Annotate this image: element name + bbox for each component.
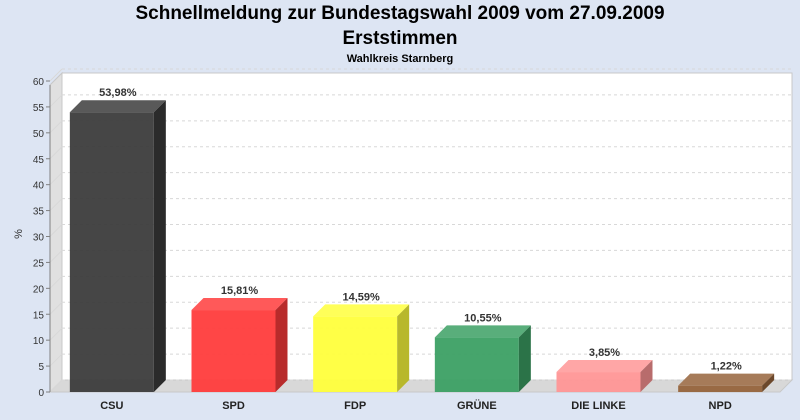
gridline-side bbox=[49, 379, 63, 393]
y-tick-label: 25 bbox=[33, 258, 45, 269]
y-tick-label: 0 bbox=[38, 388, 44, 399]
y-tick-label: 55 bbox=[33, 103, 45, 114]
gridline-side bbox=[49, 224, 63, 237]
x-tick-label: DIE LINKE bbox=[571, 400, 625, 412]
bar-top bbox=[678, 373, 775, 386]
gridline-side bbox=[49, 172, 63, 186]
gridline-side bbox=[49, 250, 63, 263]
bar-side bbox=[518, 325, 531, 392]
y-tick-label: 50 bbox=[33, 129, 45, 140]
data-label: 53,98% bbox=[99, 87, 137, 99]
bar-side bbox=[397, 304, 410, 392]
bar-fdp bbox=[313, 316, 398, 392]
bar-npd bbox=[678, 385, 763, 392]
y-tick-label: 15 bbox=[33, 310, 45, 321]
x-tick-label: SPD bbox=[222, 400, 245, 412]
chart-subsubtitle: Wahlkreis Starnberg bbox=[346, 53, 454, 65]
data-label: 14,59% bbox=[343, 291, 381, 303]
bar-grüne bbox=[434, 337, 519, 392]
x-tick-label: GRÜNE bbox=[457, 399, 497, 412]
x-tick-label: FDP bbox=[344, 400, 366, 412]
bar-top bbox=[69, 100, 166, 113]
data-label: 3,85% bbox=[589, 347, 620, 359]
y-axis-label: % bbox=[13, 229, 25, 239]
gridline-side bbox=[49, 327, 63, 341]
data-label: 15,81% bbox=[221, 285, 259, 297]
y-tick-label: 5 bbox=[38, 362, 44, 373]
gridline-side bbox=[49, 198, 63, 211]
bar-side bbox=[762, 373, 775, 392]
y-tick-label: 45 bbox=[33, 155, 45, 166]
bar-top bbox=[434, 325, 531, 338]
bar-top bbox=[313, 304, 410, 317]
y-tick-label: 30 bbox=[33, 233, 45, 244]
plot-side-wall bbox=[49, 71, 63, 394]
bar-csu bbox=[69, 112, 154, 392]
bar-side bbox=[153, 100, 166, 392]
data-label: 1,22% bbox=[711, 361, 742, 373]
bar-side bbox=[640, 360, 653, 392]
gridline-side bbox=[49, 146, 63, 160]
plot-background bbox=[61, 72, 793, 381]
gridline-side bbox=[49, 275, 63, 289]
y-tick-label: 35 bbox=[33, 207, 45, 218]
x-tick-label: NPD bbox=[709, 400, 732, 412]
x-tick-label: CSU bbox=[100, 400, 123, 412]
chart-subtitle: Erststimmen bbox=[342, 28, 458, 49]
y-tick-label: 60 bbox=[33, 77, 45, 88]
bar-top bbox=[191, 298, 288, 311]
bar-spd bbox=[191, 310, 276, 392]
bar-die-linke bbox=[556, 372, 641, 392]
y-tick-label: 10 bbox=[33, 336, 45, 347]
gridline-side bbox=[49, 120, 63, 134]
gridline-side bbox=[49, 353, 63, 367]
y-tick-label: 40 bbox=[33, 181, 45, 192]
bar-top bbox=[556, 360, 653, 373]
data-label: 10,55% bbox=[464, 312, 502, 324]
bar-side bbox=[275, 298, 288, 392]
gridline-side bbox=[49, 68, 63, 82]
gridline-side bbox=[49, 301, 63, 315]
chart-title: Schnellmeldung zur Bundestagswahl 2009 v… bbox=[135, 3, 665, 24]
gridline-side bbox=[49, 94, 63, 108]
y-tick-label: 20 bbox=[33, 284, 45, 295]
